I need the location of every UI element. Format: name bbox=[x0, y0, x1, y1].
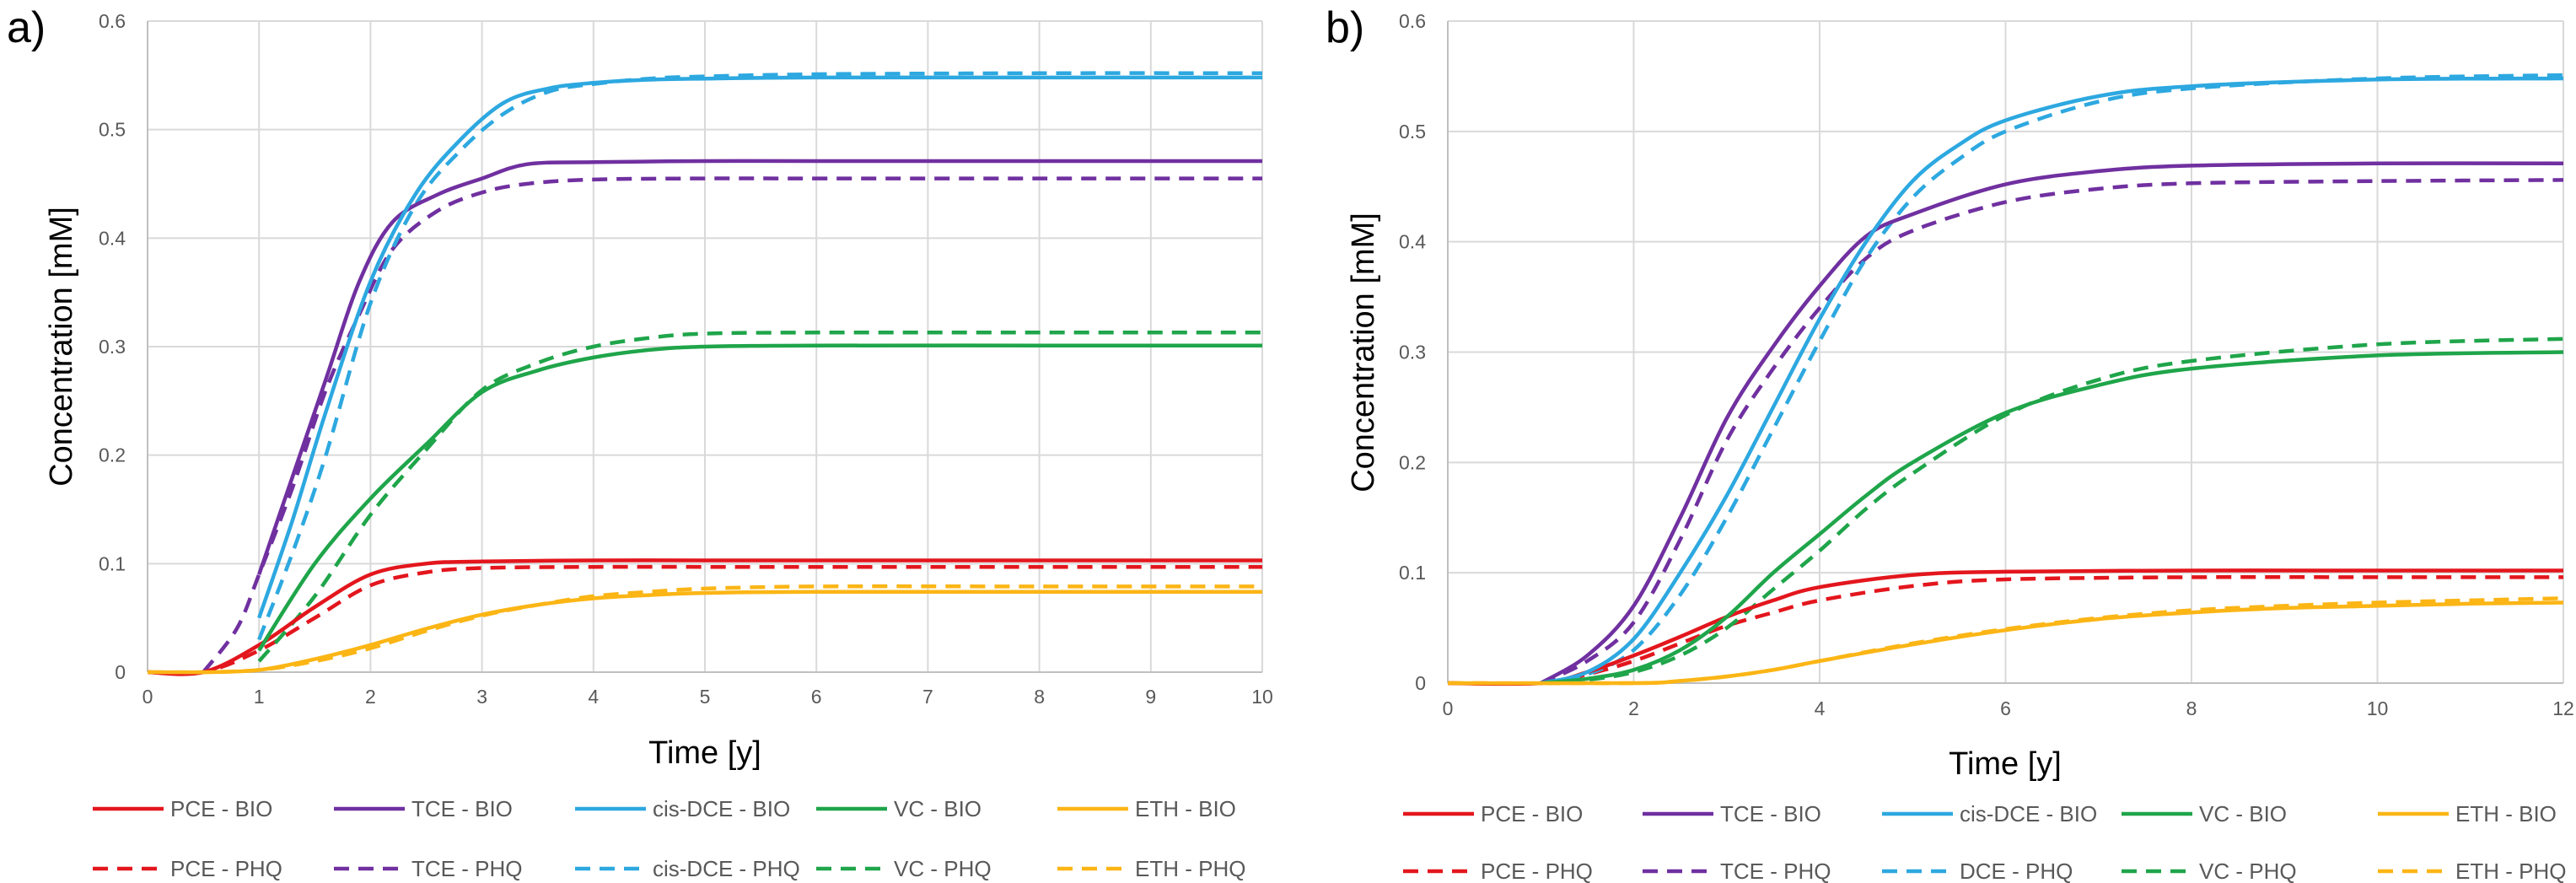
chart-1-series-eth-bio bbox=[1447, 600, 2564, 686]
chart-1-y-tick-label: 0.3 bbox=[1399, 342, 1426, 363]
chart-1-legend-label: VC - BIO bbox=[2199, 801, 2287, 826]
chart-0-x-tick-label: 10 bbox=[1251, 686, 1273, 708]
chart-0-y-axis-title: Concentration [mM] bbox=[44, 207, 79, 487]
chart-0-legend-label: ETH - PHQ bbox=[1135, 856, 1245, 881]
chart-0-x-tick-label: 4 bbox=[588, 686, 599, 708]
chart-1-series-vc-phq bbox=[1541, 337, 2564, 686]
chart-0-x-tick-label: 7 bbox=[922, 686, 933, 708]
chart-0-x-tick-label: 5 bbox=[700, 686, 711, 708]
chart-0-x-axis-title: Time [y] bbox=[648, 735, 761, 771]
chart-1-panel-label: b) bbox=[1326, 3, 1364, 52]
chart-1-series-pce-phq bbox=[1447, 574, 2563, 686]
chart-0-legend-label: TCE - PHQ bbox=[411, 856, 522, 881]
chart-1-y-axis-title: Concentration [mM] bbox=[1346, 213, 1381, 493]
chart-0-x-tick-label: 1 bbox=[254, 686, 265, 708]
chart-1-legend-label: VC - PHQ bbox=[2199, 859, 2297, 883]
chart-1-legend-label: PCE - PHQ bbox=[1481, 859, 1593, 883]
chart-0-y-tick-label: 0 bbox=[115, 661, 126, 683]
chart-1-y-tick-label: 0.6 bbox=[1399, 10, 1426, 32]
chart-0-y-tick-label: 0.4 bbox=[99, 227, 126, 249]
chart-1-y-tick-label: 0 bbox=[1415, 672, 1426, 694]
chart-1-legend-label: TCE - PHQ bbox=[1720, 859, 1831, 883]
chart-0-series-eth-bio bbox=[147, 590, 1262, 675]
chart-1-series-tce-bio bbox=[1540, 161, 2564, 685]
chart-1-x-tick-label: 8 bbox=[2186, 697, 2197, 719]
chart-0-x-tick-label: 9 bbox=[1145, 686, 1156, 708]
chart-1-x-tick-label: 0 bbox=[1443, 697, 1454, 719]
chart-0-x-tick-label: 8 bbox=[1034, 686, 1045, 708]
chart-1-legend-label: ETH - BIO bbox=[2455, 801, 2557, 826]
chart-0-y-tick-label: 0.5 bbox=[99, 119, 126, 141]
chart-1-y-tick-label: 0.4 bbox=[1399, 231, 1426, 253]
chart-0-series-vc-bio bbox=[257, 343, 1262, 652]
chart-1-y-tick-label: 0.5 bbox=[1399, 121, 1426, 143]
chart-0-legend-label: VC - BIO bbox=[894, 796, 981, 821]
chart-0-y-tick-label: 0.1 bbox=[99, 552, 126, 574]
chart-0-legend-label: VC - PHQ bbox=[894, 856, 992, 881]
chart-0-panel-label: a) bbox=[7, 3, 46, 52]
chart-1-x-tick-label: 12 bbox=[2552, 697, 2574, 719]
chart-1-series-vc-bio bbox=[1541, 350, 2564, 686]
chart-0-series-vc-phq bbox=[257, 330, 1262, 663]
chart-1-legend-label: cis-DCE - BIO bbox=[1960, 801, 2097, 826]
chart-0-series-pce-phq bbox=[147, 564, 1262, 676]
chart-1-x-axis-title: Time [y] bbox=[1949, 746, 2062, 782]
chart-0-y-tick-label: 0.2 bbox=[99, 444, 126, 466]
chart-0-y-tick-label: 0.6 bbox=[99, 10, 126, 32]
chart-1-legend-label: PCE - BIO bbox=[1481, 801, 1583, 826]
chart-1-legend-label: ETH - PHQ bbox=[2455, 859, 2566, 883]
chart-0-legend-label: TCE - BIO bbox=[411, 796, 513, 821]
chart-panel-a: 0 0.1 0.2 0.3 0.4 0.5 0.6 0 1 2 3 4 5 6 7 8 9 10 Time [y] C… bbox=[7, 3, 1273, 881]
chart-1-x-tick-label: 4 bbox=[1815, 697, 1826, 719]
chart-1-series-dce-phq bbox=[1540, 73, 2564, 686]
chart-0-x-tick-label: 0 bbox=[143, 686, 153, 708]
chart-0-series-cis-dce-phq bbox=[257, 71, 1263, 641]
chart-0-legend-label: ETH - BIO bbox=[1135, 796, 1236, 821]
chart-1-series-tce-phq bbox=[1540, 178, 2564, 686]
chart-1-x-tick-label: 2 bbox=[1628, 697, 1639, 719]
chart-panel-b: 0 0.1 0.2 0.3 0.4 0.5 0.6 0 2 4 6 8 10 12 Time [y] Conc… bbox=[1326, 3, 2574, 883]
chart-1-x-tick-label: 6 bbox=[2000, 697, 2011, 719]
chart-0-x-tick-label: 3 bbox=[476, 686, 487, 708]
chart-1-series-cis-dce-bio bbox=[1540, 76, 2564, 686]
chart-0-series-tce-phq bbox=[202, 176, 1262, 674]
chart-0-legend-label: PCE - PHQ bbox=[170, 856, 282, 881]
chart-0-legend-label: cis-DCE - BIO bbox=[653, 796, 790, 821]
chart-1-y-tick-label: 0.2 bbox=[1399, 451, 1426, 473]
chart-0-legend-label: PCE - BIO bbox=[170, 796, 272, 821]
chart-0-x-tick-label: 2 bbox=[365, 686, 376, 708]
chart-1-y-tick-label: 0.1 bbox=[1399, 562, 1426, 584]
chart-1-legend-label: TCE - BIO bbox=[1720, 801, 1821, 826]
chart-0-series-cis-dce-bio bbox=[257, 75, 1262, 619]
chart-0-y-tick-label: 0.3 bbox=[99, 336, 126, 358]
chart-0-x-tick-label: 6 bbox=[811, 686, 822, 708]
chart-0-legend-label: cis-DCE - PHQ bbox=[653, 856, 800, 881]
chart-1-legend-label: DCE - PHQ bbox=[1960, 859, 2073, 883]
chart-1-x-tick-label: 10 bbox=[2367, 697, 2389, 719]
chart-0-series-tce-bio bbox=[257, 159, 1262, 575]
